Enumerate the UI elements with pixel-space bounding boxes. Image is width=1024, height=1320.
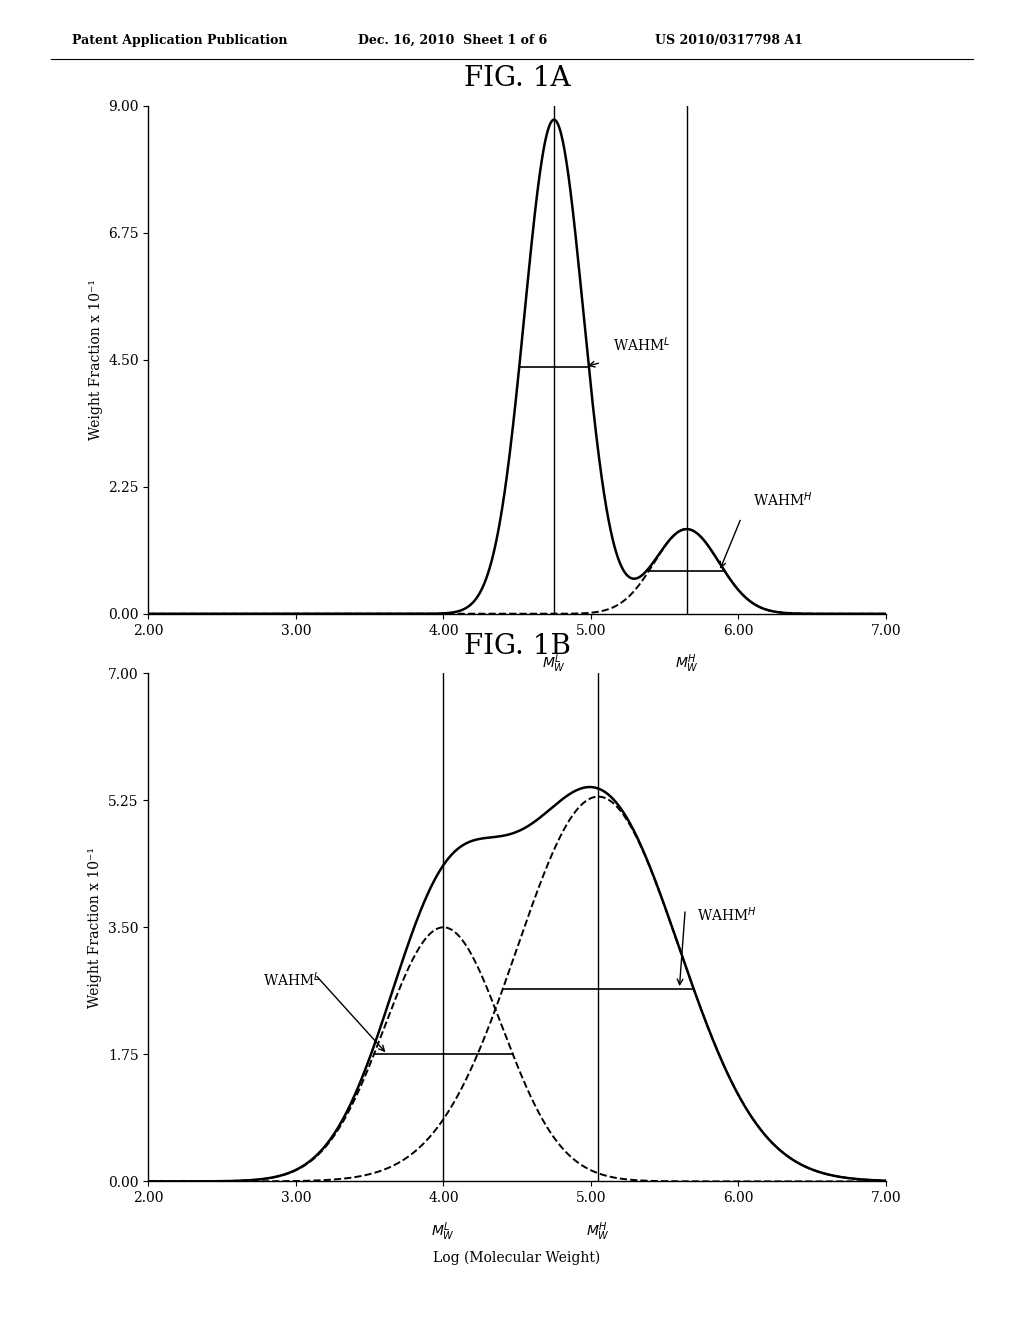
Text: $M_W^L$: $M_W^L$	[431, 1220, 456, 1243]
Text: WAHM$^{H}$: WAHM$^{H}$	[697, 906, 757, 924]
Text: WAHM$^{L}$: WAHM$^{L}$	[263, 970, 322, 989]
Text: WAHM$^{H}$: WAHM$^{H}$	[753, 491, 813, 510]
Title: FIG. 1B: FIG. 1B	[464, 632, 570, 660]
Text: Log (Molecular Weight): Log (Molecular Weight)	[433, 684, 601, 698]
Text: Patent Application Publication: Patent Application Publication	[72, 33, 287, 46]
Text: US 2010/0317798 A1: US 2010/0317798 A1	[655, 33, 803, 46]
Title: FIG. 1A: FIG. 1A	[464, 65, 570, 92]
Text: $M_W^H$: $M_W^H$	[587, 1220, 610, 1243]
Text: Dec. 16, 2010  Sheet 1 of 6: Dec. 16, 2010 Sheet 1 of 6	[358, 33, 548, 46]
Text: Log (Molecular Weight): Log (Molecular Weight)	[433, 1251, 601, 1266]
Text: WAHM$^{L}$: WAHM$^{L}$	[613, 335, 671, 354]
Y-axis label: Weight Fraction x 10⁻¹: Weight Fraction x 10⁻¹	[88, 847, 102, 1007]
Y-axis label: Weight Fraction x 10⁻¹: Weight Fraction x 10⁻¹	[89, 280, 102, 440]
Text: $M_W^H$: $M_W^H$	[675, 652, 698, 676]
Text: $M_W^L$: $M_W^L$	[542, 652, 566, 676]
